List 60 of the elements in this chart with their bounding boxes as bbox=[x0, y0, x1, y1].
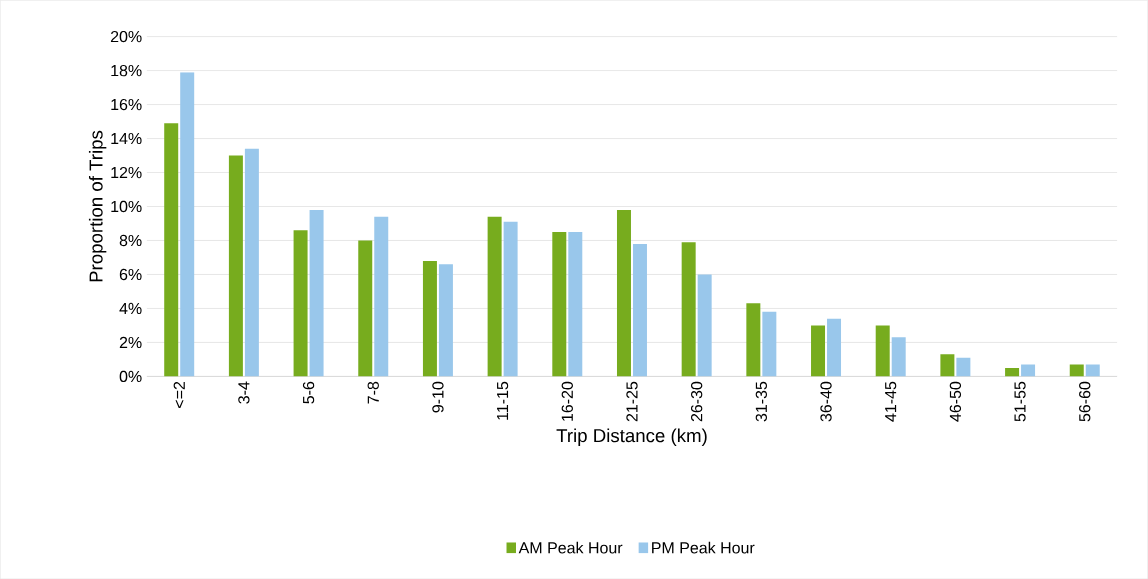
bar bbox=[374, 216, 389, 377]
y-tick-label: 4% bbox=[119, 302, 142, 314]
bar bbox=[1069, 364, 1084, 377]
x-tick-label: 5-6 bbox=[302, 381, 315, 404]
bar bbox=[827, 318, 842, 377]
legend-label: PM Peak Hour bbox=[652, 541, 755, 554]
bar bbox=[309, 209, 324, 377]
y-tick-label: 2% bbox=[119, 336, 142, 348]
legend-label: AM Peak Hour bbox=[518, 541, 623, 554]
x-tick-label: <=2 bbox=[173, 381, 185, 408]
y-tick-label: 12% bbox=[111, 166, 142, 179]
bar bbox=[180, 72, 195, 377]
bar bbox=[244, 148, 259, 377]
x-tick-label: 26-30 bbox=[691, 381, 703, 422]
bar bbox=[616, 209, 631, 377]
y-tick-label: 14% bbox=[111, 132, 142, 144]
bar bbox=[358, 240, 373, 377]
y-tick-label: 0% bbox=[119, 370, 142, 382]
x-tick-label: 51-55 bbox=[1014, 381, 1026, 422]
y-tick-label: 16% bbox=[111, 98, 142, 111]
bar bbox=[891, 337, 906, 377]
bar bbox=[1021, 364, 1036, 377]
x-tick-label: 41-45 bbox=[885, 381, 897, 422]
bar bbox=[503, 221, 518, 377]
bar bbox=[487, 216, 502, 377]
y-tick-label: 6% bbox=[119, 268, 142, 280]
bar bbox=[293, 230, 308, 377]
y-tick-label: 8% bbox=[119, 234, 142, 247]
x-tick-label: 46-50 bbox=[949, 381, 962, 422]
x-tick-label: 31-35 bbox=[755, 381, 767, 422]
bar bbox=[1005, 367, 1020, 377]
y-tick-label: 18% bbox=[111, 64, 142, 77]
bar bbox=[762, 311, 777, 377]
bar bbox=[746, 303, 761, 377]
bar bbox=[1085, 364, 1100, 377]
bar bbox=[697, 274, 712, 377]
y-tick-label: 10% bbox=[111, 200, 142, 213]
bar bbox=[811, 325, 826, 377]
x-tick-label: 56-60 bbox=[1079, 381, 1091, 422]
x-tick-label: 16-20 bbox=[561, 381, 573, 421]
x-tick-label: 3-4 bbox=[238, 381, 250, 404]
bar bbox=[875, 325, 890, 377]
y-tick-label: 20% bbox=[110, 30, 142, 43]
bar bbox=[164, 123, 179, 377]
bar bbox=[632, 243, 647, 377]
bar bbox=[422, 260, 437, 377]
bar bbox=[956, 357, 971, 377]
x-tick-label: 21-25 bbox=[626, 381, 638, 422]
x-tick-label: 36-40 bbox=[820, 381, 832, 422]
bar bbox=[940, 354, 955, 377]
bar bbox=[681, 242, 696, 377]
bar bbox=[438, 264, 453, 377]
x-axis-title: Trip Distance (km) bbox=[556, 428, 707, 446]
x-tick-label: 11-15 bbox=[497, 381, 509, 420]
x-tick-label: 7-8 bbox=[367, 381, 379, 404]
bar bbox=[552, 231, 567, 377]
bar bbox=[228, 155, 243, 377]
x-tick-label: 9-10 bbox=[432, 381, 444, 413]
y-axis-title: Proportion of Trips bbox=[88, 130, 107, 282]
bar bbox=[568, 231, 583, 377]
